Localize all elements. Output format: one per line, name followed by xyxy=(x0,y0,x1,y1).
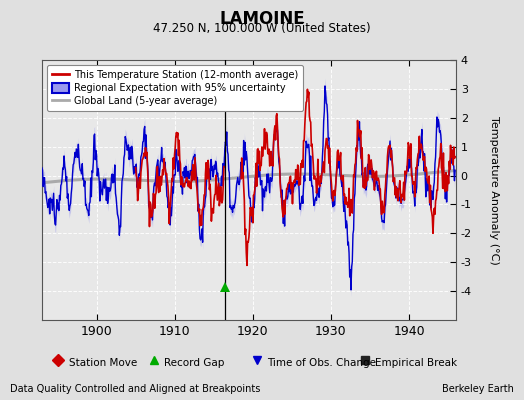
Text: Record Gap: Record Gap xyxy=(164,358,224,368)
Text: 47.250 N, 100.000 W (United States): 47.250 N, 100.000 W (United States) xyxy=(153,22,371,35)
Y-axis label: Temperature Anomaly (°C): Temperature Anomaly (°C) xyxy=(488,116,498,264)
Legend: This Temperature Station (12-month average), Regional Expectation with 95% uncer: This Temperature Station (12-month avera… xyxy=(47,65,303,111)
Text: Data Quality Controlled and Aligned at Breakpoints: Data Quality Controlled and Aligned at B… xyxy=(10,384,261,394)
Text: Station Move: Station Move xyxy=(69,358,137,368)
Text: Time of Obs. Change: Time of Obs. Change xyxy=(268,358,377,368)
Text: Empirical Break: Empirical Break xyxy=(375,358,457,368)
Text: Berkeley Earth: Berkeley Earth xyxy=(442,384,514,394)
Text: LAMOINE: LAMOINE xyxy=(219,10,305,28)
